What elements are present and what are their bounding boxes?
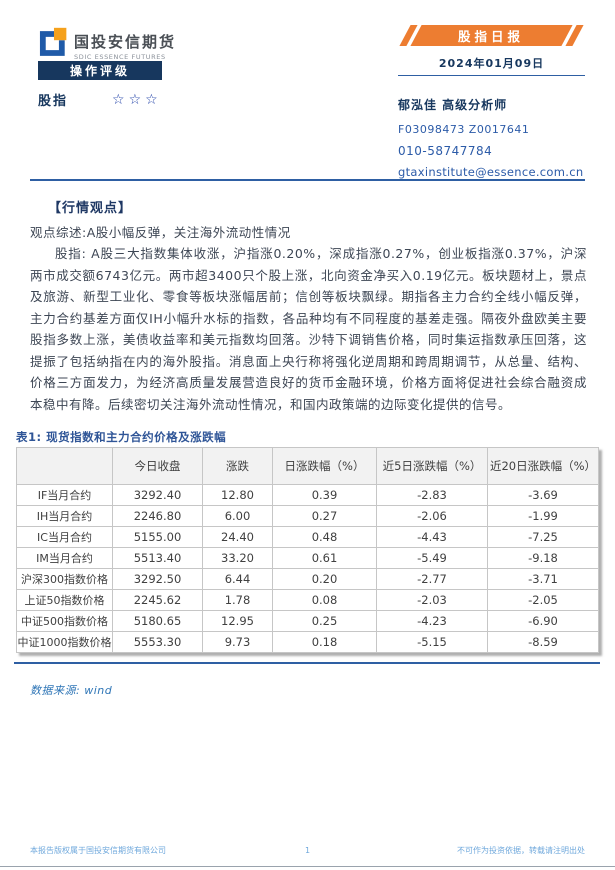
table-header-cell: 涨跌 (202, 447, 273, 485)
table-divider (14, 662, 600, 664)
price-table: 今日收盘 涨跌 日涨跌幅（%） 近5日涨跌幅（%） 近20日涨跌幅（%） IF当月合约 3… (16, 447, 599, 653)
company-name-en: SDIC ESSENCE FUTURES (74, 53, 166, 61)
company-logo: 国投安信期货 SDIC ESSENCE FUTURES (35, 27, 176, 61)
table-header-row: 今日收盘 涨跌 日涨跌幅（%） 近5日涨跌幅（%） 近20日涨跌幅（%） (16, 447, 599, 485)
report-meta-column: 股指日报 2024年01月09日 郁泓佳 高级分析师 F03098473 Z00… (398, 25, 585, 179)
table-row: 上证50指数价格 2245.62 1.78 0.08 -2.03 -2.05 (16, 589, 599, 611)
table-header-cell (16, 447, 113, 485)
table-cell: 3292.50 (112, 568, 203, 590)
table-cell: 6.44 (202, 568, 273, 590)
table-row-label: 中证1000指数价格 (16, 631, 113, 653)
company-name-cn: 国投安信期货 (74, 33, 177, 51)
footer-page-number: 1 (304, 846, 311, 855)
table-header-cell: 今日收盘 (112, 447, 203, 485)
table-cell: -5.49 (376, 547, 488, 569)
instrument-label: 股指 (38, 94, 69, 109)
table-cell: -2.05 (487, 589, 599, 611)
table-row-label: IH当月合约 (16, 505, 113, 527)
table-cell: 3292.40 (112, 484, 203, 506)
instrument-rating-row: 股指 ☆☆☆ (38, 90, 162, 110)
company-name-block: 国投安信期货 SDIC ESSENCE FUTURES (74, 27, 176, 61)
table-cell: -6.90 (487, 610, 599, 632)
table-cell: -1.99 (487, 505, 599, 527)
table-row: 沪深300指数价格 3292.50 6.44 0.20 -2.77 -3.71 (16, 568, 599, 590)
table-cell: 0.39 (272, 484, 377, 506)
footer-copyright: 本报告版权属于国投安信期货有限公司 (30, 846, 166, 855)
section-title-market-view: 【行情观点】 (48, 201, 133, 216)
table-cell: -4.43 (376, 526, 488, 548)
rating-box: 操作评级 (38, 61, 162, 80)
table-cell: 12.95 (202, 610, 273, 632)
analyst-license: F03098473 Z0017641 (398, 123, 530, 136)
table-row: IM当月合约 5513.40 33.20 0.61 -5.49 -9.18 (16, 547, 599, 569)
banner-body: 股指日报 (410, 25, 573, 46)
table-cell: 0.08 (272, 589, 377, 611)
table-row: 中证500指数价格 5180.65 12.95 0.25 -4.23 -6.90 (16, 610, 599, 632)
report-banner-label: 股指日报 (458, 29, 525, 44)
table-cell: 1.78 (202, 589, 273, 611)
page-bottom-line (0, 866, 615, 867)
table-cell: 0.61 (272, 547, 377, 569)
market-commentary-paragraph: 股指: A股三大指数集体收涨，沪指涨0.20%，深成指涨0.27%，创业板指涨0… (30, 246, 587, 412)
table-cell: 5513.40 (112, 547, 203, 569)
footer-disclaimer: 不可作为投资依据，转载请注明出处 (457, 846, 585, 855)
table-row: IC当月合约 5155.00 24.40 0.48 -4.43 -7.25 (16, 526, 599, 548)
table-row-label: 沪深300指数价格 (16, 568, 113, 590)
table-cell: 2245.62 (112, 589, 203, 611)
price-table-body: IF当月合约 3292.40 12.80 0.39 -2.83 -3.69 IH当月合约 22… (16, 484, 599, 653)
table-row: IF当月合约 3292.40 12.80 0.39 -2.83 -3.69 (16, 484, 599, 506)
table-cell: 5553.30 (112, 631, 203, 653)
analyst-phone: 010-58747784 (398, 144, 493, 158)
table-cell: -2.03 (376, 589, 488, 611)
table-cell: 12.80 (202, 484, 273, 506)
table-cell: -3.71 (487, 568, 599, 590)
table-cell: 0.48 (272, 526, 377, 548)
table-header-cell: 日涨跌幅（%） (272, 447, 377, 485)
company-logo-icon (39, 27, 67, 56)
table-header-cell: 近20日涨跌幅（%） (487, 447, 599, 485)
analyst-email: gtaxinstitute@essence.com.cn (398, 165, 584, 179)
table-cell: 33.20 (202, 547, 273, 569)
table-cell: 0.18 (272, 631, 377, 653)
data-source-note: 数据来源: wind (30, 684, 113, 697)
table-cell: -8.59 (487, 631, 599, 653)
table-cell: -2.77 (376, 568, 488, 590)
page-footer: 本报告版权属于国投安信期货有限公司 1 不可作为投资依据，转载请注明出处 (30, 845, 585, 856)
table-cell: -3.69 (487, 484, 599, 506)
table-cell: 0.25 (272, 610, 377, 632)
table-row: 中证1000指数价格 5553.30 9.73 0.18 -5.15 -8.59 (16, 631, 599, 653)
table-row: IH当月合约 2246.80 6.00 0.27 -2.06 -1.99 (16, 505, 599, 527)
table-cell: 5155.00 (112, 526, 203, 548)
table-cell: -5.15 (376, 631, 488, 653)
price-table-header: 今日收盘 涨跌 日涨跌幅（%） 近5日涨跌幅（%） 近20日涨跌幅（%） (16, 447, 599, 485)
table-row-label: 上证50指数价格 (16, 589, 113, 611)
table-cell: -2.06 (376, 505, 488, 527)
table-cell: 0.27 (272, 505, 377, 527)
table-cell: 0.20 (272, 568, 377, 590)
table-cell: -2.83 (376, 484, 488, 506)
table-cell: 9.73 (202, 631, 273, 653)
table-row-label: 中证500指数价格 (16, 610, 113, 632)
table-row-label: IF当月合约 (16, 484, 113, 506)
table-row-label: IC当月合约 (16, 526, 113, 548)
analyst-name: 郁泓佳 高级分析师 (398, 98, 508, 112)
table-title: 表1: 现货指数和主力合约价格及涨跌幅 (16, 430, 227, 444)
table-row-label: IM当月合约 (16, 547, 113, 569)
header-divider (30, 179, 585, 181)
report-date: 2024年01月09日 (398, 55, 585, 76)
table-cell: 6.00 (202, 505, 273, 527)
table-cell: -4.23 (376, 610, 488, 632)
view-summary: 观点综述:A股小幅反弹，关注海外流动性情况 (30, 225, 291, 240)
table-header-cell: 近5日涨跌幅（%） (376, 447, 488, 485)
table-cell: -9.18 (487, 547, 599, 569)
report-banner: 股指日报 (399, 25, 584, 46)
table-cell: 24.40 (202, 526, 273, 548)
table-cell: 2246.80 (112, 505, 203, 527)
table-cell: 5180.65 (112, 610, 203, 632)
rating-stars: ☆☆☆ (112, 91, 162, 108)
table-cell: -7.25 (487, 526, 599, 548)
